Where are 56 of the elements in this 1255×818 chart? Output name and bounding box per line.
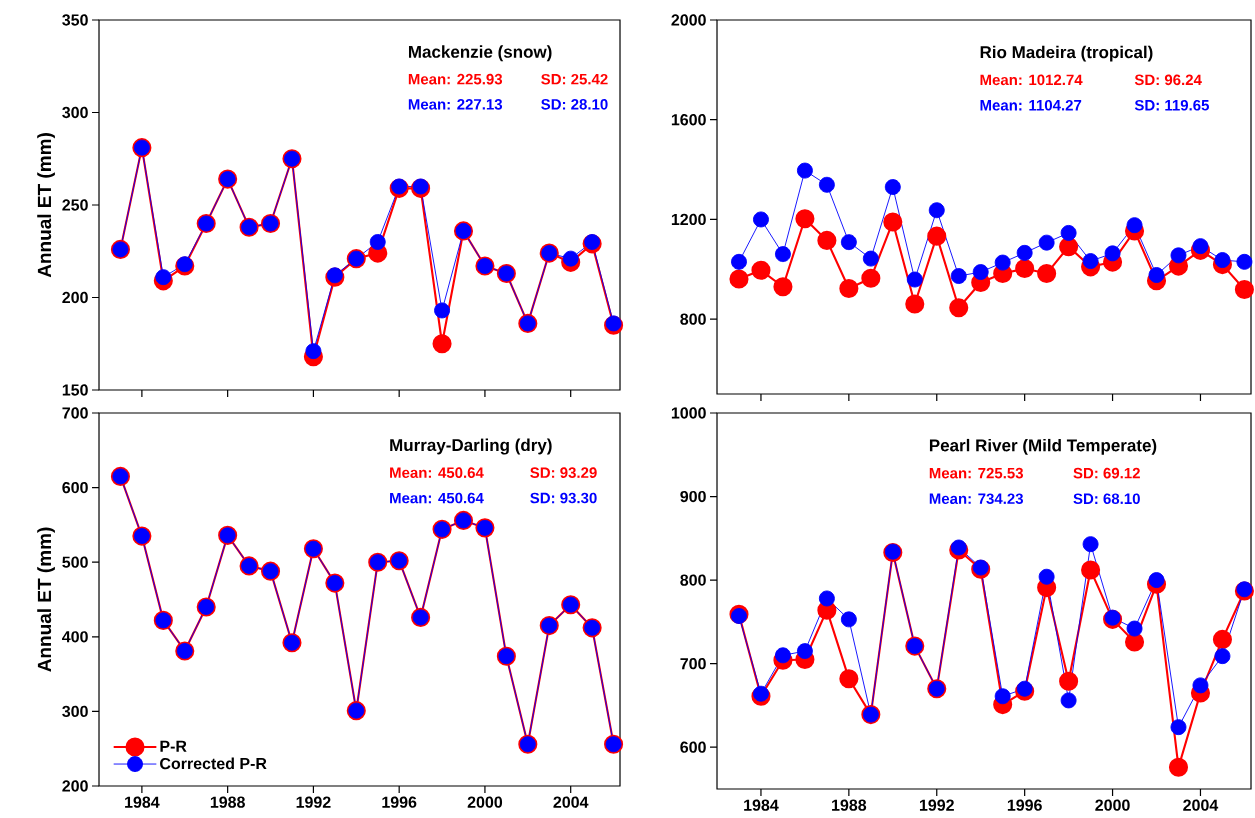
annotation: Mean: 725.53 — [929, 467, 1024, 479]
y-tick-label: 300 — [62, 705, 88, 718]
y-tick-label: 600 — [62, 481, 88, 494]
y-tick-label: 250 — [62, 199, 88, 211]
legend-label: Corrected P-R — [160, 757, 267, 770]
text: Rio Madeira (tropical) — [980, 45, 1153, 62]
annotation: SD: 28.10 — [541, 99, 608, 110]
x-tick-label: 1984 — [125, 796, 160, 808]
annotation: Mean: 1012.74 — [980, 74, 1083, 86]
y-tick-label: 900 — [680, 490, 706, 503]
y-tick-label: 300 — [62, 106, 88, 119]
y-tick-label: 700 — [680, 657, 706, 670]
y-tick-label: 600 — [680, 741, 706, 753]
annotation: SD: 68.10 — [1073, 493, 1140, 505]
y-tick-label: 500 — [62, 556, 88, 568]
y-tick-label: 1000 — [671, 407, 706, 419]
y-tick-label: 1600 — [671, 114, 706, 126]
x-tick-label: 1992 — [296, 796, 331, 808]
legend-label: P-R — [160, 740, 187, 752]
annotation: Mean: 450.64 — [390, 467, 484, 478]
y-tick-label: 700 — [62, 407, 88, 419]
annotation: Mean: 225.93 — [408, 73, 503, 85]
y-axis-title: Annual ET (mm) — [37, 133, 55, 278]
y-tick-label: 150 — [62, 384, 88, 396]
y-tick-label: 800 — [680, 313, 706, 325]
annotation: SD: 96.24 — [1134, 74, 1202, 86]
annotation: Mean: 1104.27 — [980, 99, 1082, 111]
y-tick-label: 200 — [62, 291, 88, 304]
y-axis-title: Annual ET (mm) — [37, 527, 55, 672]
text: Murray-Darling (dry) — [390, 438, 552, 455]
x-tick-label: 2004 — [553, 796, 589, 808]
annotation: Mean: 734.23 — [929, 493, 1024, 505]
y-tick-label: 400 — [62, 631, 88, 643]
annotation: SD: 93.29 — [530, 467, 597, 478]
y-tick-label: 1200 — [671, 213, 706, 226]
x-tick-label: 1984 — [744, 799, 779, 811]
x-tick-label: 2000 — [1095, 799, 1130, 811]
annotation: SD: 25.42 — [541, 73, 608, 85]
y-tick-label: 200 — [62, 780, 88, 792]
annotation: Mean: 227.13 — [408, 99, 503, 110]
annotation: Mean: 450.64 — [390, 492, 484, 504]
x-tick-label: 2000 — [467, 796, 503, 808]
x-tick-label: 1988 — [832, 799, 867, 811]
text: Pearl River (Mild Temperate) — [929, 438, 1157, 455]
text: Mackenzie (snow) — [408, 45, 552, 62]
annotation: SD: 119.65 — [1134, 99, 1210, 111]
annotation: SD: 69.12 — [1073, 467, 1140, 479]
y-tick-label: 350 — [62, 14, 88, 26]
x-tick-label: 2004 — [1183, 799, 1219, 811]
x-tick-label: 1988 — [210, 796, 245, 808]
x-tick-label: 1996 — [382, 796, 417, 808]
y-tick-label: 2000 — [671, 14, 706, 26]
x-tick-label: 1996 — [1007, 799, 1042, 811]
y-tick-label: 800 — [680, 574, 706, 586]
x-tick-label: 1992 — [919, 799, 954, 811]
annotation: SD: 93.30 — [530, 492, 597, 504]
